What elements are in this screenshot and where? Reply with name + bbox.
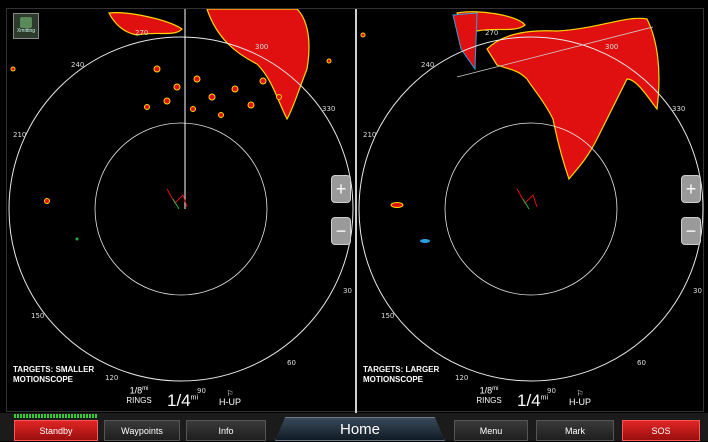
heading-up-icon: ⚐ [576,389,584,398]
range-info[interactable]: 1/8mi RINGS 1/4mi ⚐ H-UP [117,385,287,413]
radar-transmit-icon [20,17,32,28]
motionscope-label: MOTIONSCOPE [363,375,424,384]
transmitting-label: Xmitting [16,28,36,34]
bearing-label: 150 [381,312,395,320]
radar-pane-left[interactable]: Xmitting 270 300 330 240 210 30 60 120 1… [7,9,355,413]
radar-pane-right[interactable]: 270 300 330 240 210 30 60 120 150 90 TAR… [357,9,705,413]
range-unit: mi [540,394,549,402]
rings-unit: mi [142,386,149,392]
bearing-label: 90 [547,387,556,395]
zoom-out-button[interactable]: − [331,217,351,245]
bearing-label: 240 [71,61,85,69]
zoom-in-button[interactable]: + [331,175,351,203]
radar-range: 1/4mi [517,391,548,411]
standby-button[interactable]: Standby [14,420,98,441]
rings-unit: mi [492,386,499,392]
heading-up-icon: ⚐ [226,389,234,398]
radar-screen: Xmitting 270 300 330 240 210 30 60 120 1… [6,8,705,413]
bearing-label: 60 [637,359,646,367]
bearing-label: 60 [287,359,296,367]
rings-value: 1/8 [479,385,493,396]
targets-size-label: TARGETS: LARGER [363,365,440,374]
orientation-label: H-UP [569,397,591,407]
zoom-out-button[interactable]: − [681,217,701,245]
sos-button[interactable]: SOS [622,420,700,441]
radar-display-right [358,11,704,382]
sweep-line [456,26,654,78]
home-button[interactable]: Home [275,417,445,441]
outer-range-ring [8,36,354,382]
bearing-label: 210 [13,131,27,139]
signal-strength-indicator [14,414,98,418]
bearing-label: 300 [255,43,269,51]
bearing-label: 300 [605,43,619,51]
zoom-in-button[interactable]: + [681,175,701,203]
outer-range-ring [358,36,704,382]
targets-size-label: TARGETS: SMALLER [13,365,95,374]
transmitting-indicator[interactable]: Xmitting [13,13,39,39]
bearing-label: 120 [105,374,119,382]
bearing-label: 30 [693,287,702,295]
menu-button[interactable]: Menu [454,420,528,441]
rings-spacing: 1/8mi RINGS [467,385,511,405]
rings-value: 1/8 [129,385,143,396]
orientation-mode: ⚐ H-UP [215,389,245,407]
bearing-label: 240 [421,61,435,69]
bearing-label: 330 [322,105,336,113]
own-vessel-icon [516,188,538,210]
bearing-label: 30 [343,287,352,295]
rings-label: RINGS [476,395,502,405]
mark-button[interactable]: Mark [536,420,614,441]
pane-divider [355,9,357,413]
range-value: 1/4 [517,391,541,410]
bearing-label: 330 [672,105,686,113]
range-value: 1/4 [167,391,191,410]
bearing-label: 270 [485,29,499,37]
bearing-label: 150 [31,312,45,320]
bearing-label: 210 [363,131,377,139]
waypoints-button[interactable]: Waypoints [104,420,180,441]
range-info[interactable]: 1/8mi RINGS 1/4mi ⚐ H-UP [467,385,637,413]
targets-setting: TARGETS: SMALLER MOTIONSCOPE [13,365,94,385]
bearing-label: 120 [455,374,469,382]
radar-echoes-left [10,9,332,241]
orientation-mode: ⚐ H-UP [565,389,595,407]
bearing-label: 270 [135,29,149,37]
own-vessel-icon [166,188,188,210]
inner-range-ring [94,122,268,296]
range-unit: mi [190,394,199,402]
info-button[interactable]: Info [186,420,266,441]
inner-range-ring [444,122,618,296]
rings-spacing: 1/8mi RINGS [117,385,161,405]
bearing-label: 90 [197,387,206,395]
radar-range: 1/4mi [167,391,198,411]
radar-display-left [8,9,354,382]
rings-label: RINGS [126,395,152,405]
orientation-label: H-UP [219,397,241,407]
targets-setting: TARGETS: LARGER MOTIONSCOPE [363,365,439,385]
motionscope-label: MOTIONSCOPE [13,375,74,384]
